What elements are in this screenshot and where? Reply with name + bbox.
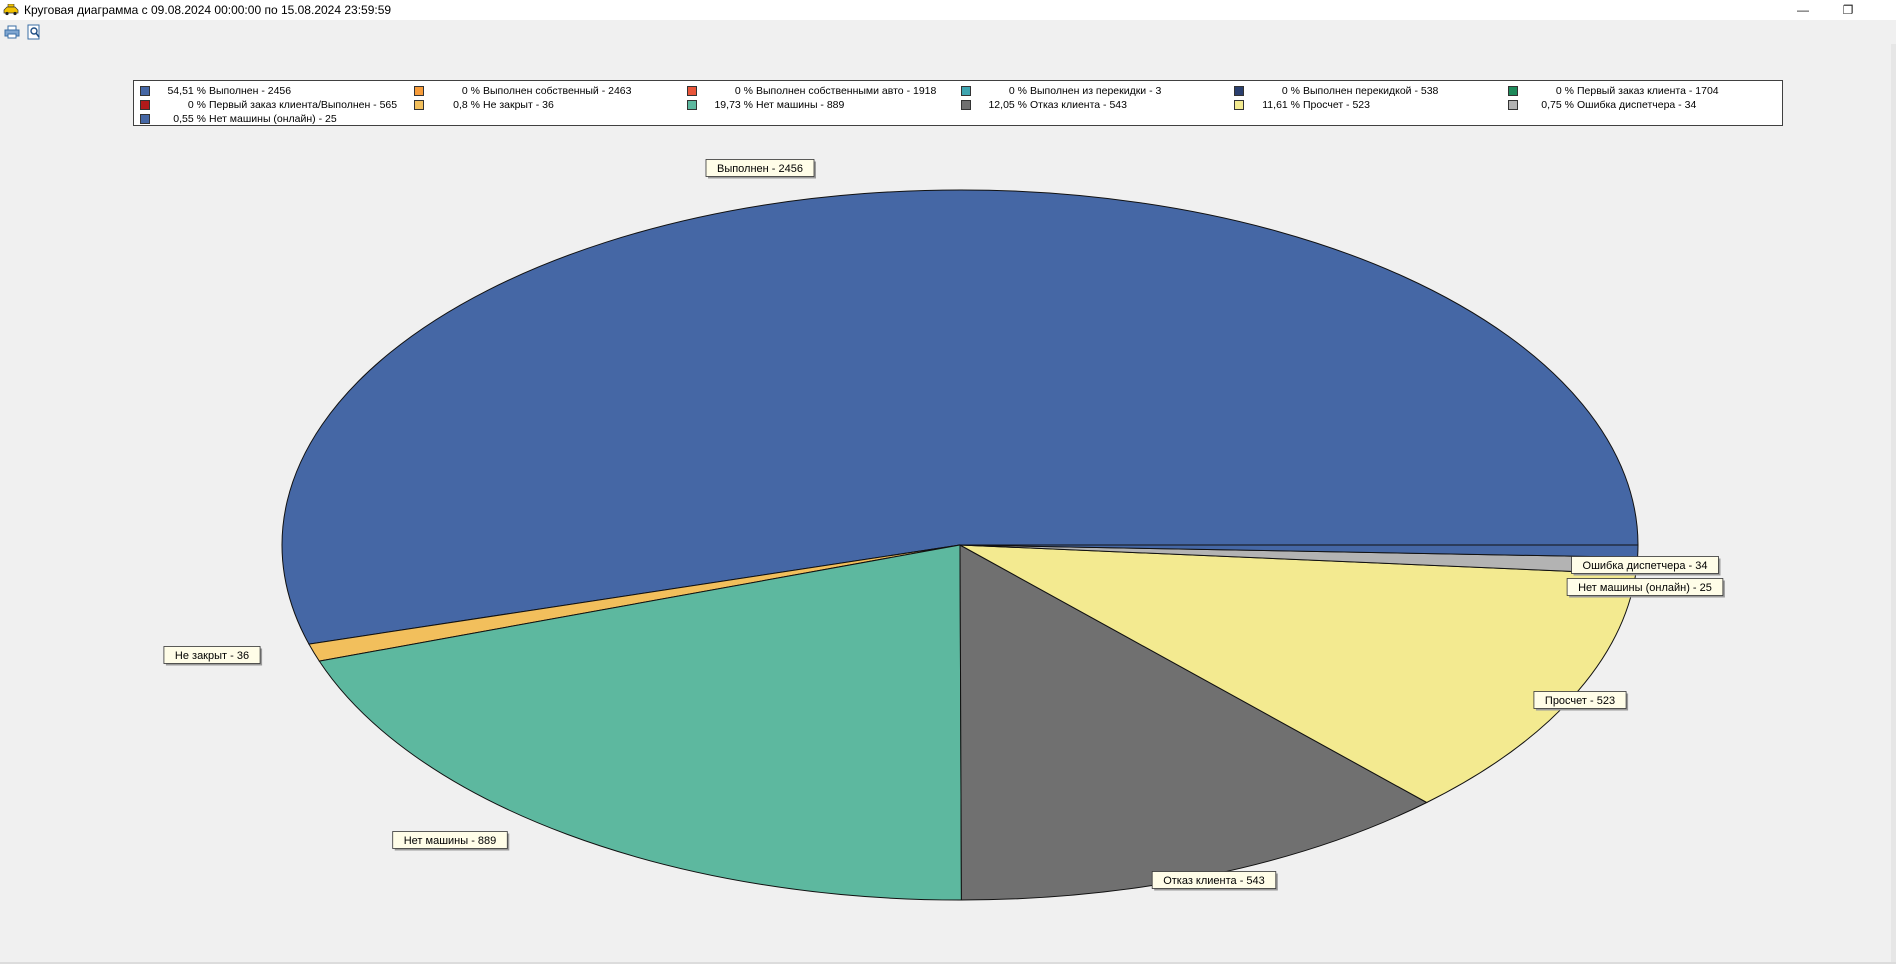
chart-legend: 54,51 % Выполнен - 2456 0 % Выполнен собств… <box>133 80 1783 126</box>
restore-button[interactable]: ❐ <box>1842 3 1854 17</box>
legend-label: Первый заказ клиента/Выполнен - 565 <box>209 99 398 111</box>
slice-label-text: Не закрыт - 36 <box>175 650 249 662</box>
legend-item: 0 % Выполнен собственный - 2463 <box>414 84 632 98</box>
legend-label: Нет машины (онлайн) - 25 <box>209 113 337 125</box>
pie-slice <box>281 189 1639 645</box>
legend-swatch <box>414 86 424 96</box>
vertical-scrollbar[interactable] <box>1891 44 1896 964</box>
legend-swatch <box>687 86 697 96</box>
legend-swatch <box>1508 86 1518 96</box>
taxi-car-icon <box>2 3 20 17</box>
slice-label: Просчет - 523 <box>1533 691 1629 711</box>
legend-swatch <box>1234 100 1244 110</box>
slice-label-text: Выполнен - 2456 <box>717 163 803 175</box>
pie-slice <box>318 544 962 901</box>
legend-swatch <box>961 100 971 110</box>
legend-swatch <box>687 100 697 110</box>
print-icon <box>4 25 20 39</box>
pie-slices <box>281 189 1639 901</box>
window-title: Круговая диаграмма с 09.08.2024 00:00:00… <box>24 3 392 17</box>
legend-percent: 11,61 % <box>1262 99 1300 111</box>
legend-item: 0,75 % Ошибка диспетчера - 34 <box>1508 98 1696 112</box>
legend-swatch <box>140 114 150 124</box>
legend-percent: 0 % <box>461 85 480 97</box>
legend-item: 0 % Выполнен собственными авто - 1918 <box>687 84 936 98</box>
slice-label: Нет машины - 889 <box>392 831 510 851</box>
legend-percent: 0 % <box>1281 85 1300 97</box>
legend-item: 0 % Первый заказ клиента/Выполнен - 565 <box>140 98 397 112</box>
legend-swatch <box>140 100 150 110</box>
legend-item: 0 % Первый заказ клиента - 1704 <box>1508 84 1719 98</box>
legend-item: 0,8 % Не закрыт - 36 <box>414 98 554 112</box>
title-bar: Круговая диаграмма с 09.08.2024 00:00:00… <box>0 0 1896 20</box>
legend-label: Выполнен собственными авто - 1918 <box>756 85 937 97</box>
legend-label: Выполнен из перекидки - 3 <box>1030 85 1162 97</box>
slice-label-text: Просчет - 523 <box>1545 695 1615 707</box>
toolbar <box>0 20 1896 44</box>
slice-label: Ошибка диспетчера - 34 <box>1571 556 1721 576</box>
legend-label: Не закрыт - 36 <box>483 99 554 111</box>
legend-percent: 0 % <box>1008 85 1027 97</box>
status-strip <box>0 962 1896 964</box>
legend-label: Ошибка диспетчера - 34 <box>1577 99 1697 111</box>
legend-percent: 0,8 % <box>453 99 480 111</box>
slice-label-text: Ошибка диспетчера - 34 <box>1583 560 1708 572</box>
legend-item: 0 % Выполнен из перекидки - 3 <box>961 84 1161 98</box>
legend-item: 11,61 % Просчет - 523 <box>1234 98 1370 112</box>
slice-label: Отказ клиента - 543 <box>1151 871 1278 891</box>
legend-label: Выполнен перекидкой - 538 <box>1303 85 1439 97</box>
legend-swatch <box>1234 86 1244 96</box>
legend-item: 19,73 % Нет машины - 889 <box>687 98 844 112</box>
legend-item: 54,51 % Выполнен - 2456 <box>140 84 291 98</box>
legend-label: Выполнен - 2456 <box>209 85 292 97</box>
legend-item: 0,55 % Нет машины (онлайн) - 25 <box>140 112 337 126</box>
legend-label: Выполнен собственный - 2463 <box>483 85 632 97</box>
legend-percent: 0 % <box>1555 85 1574 97</box>
print-preview-button[interactable] <box>24 22 44 42</box>
legend-item: 0 % Выполнен перекидкой - 538 <box>1234 84 1438 98</box>
slice-label-text: Отказ клиента - 543 <box>1163 875 1265 887</box>
print-button[interactable] <box>2 22 22 42</box>
legend-label: Нет машины - 889 <box>756 99 845 111</box>
legend-swatch <box>1508 100 1518 110</box>
slice-label-text: Нет машины (онлайн) - 25 <box>1578 582 1712 594</box>
legend-item: 12,05 % Отказ клиента - 543 <box>961 98 1127 112</box>
legend-percent: 0 % <box>187 99 206 111</box>
slice-label-text: Нет машины - 889 <box>404 835 497 847</box>
legend-swatch <box>140 86 150 96</box>
legend-swatch <box>961 86 971 96</box>
legend-swatch <box>414 100 424 110</box>
slice-label: Выполнен - 2456 <box>705 159 817 179</box>
legend-percent: 12,05 % <box>988 99 1027 111</box>
legend-percent: 19,73 % <box>714 99 753 111</box>
legend-percent: 0,55 % <box>173 113 206 125</box>
slice-label: Нет машины (онлайн) - 25 <box>1566 578 1725 598</box>
legend-label: Отказ клиента - 543 <box>1030 99 1127 111</box>
legend-label: Просчет - 523 <box>1303 99 1370 111</box>
legend-percent: 54,51 % <box>167 85 206 97</box>
slice-label: Не закрыт - 36 <box>163 646 263 666</box>
print-preview-icon <box>27 24 40 40</box>
legend-percent: 0 % <box>734 85 753 97</box>
legend-percent: 0,75 % <box>1541 99 1574 111</box>
legend-label: Первый заказ клиента - 1704 <box>1577 85 1719 97</box>
minimize-button[interactable]: — <box>1797 3 1809 17</box>
